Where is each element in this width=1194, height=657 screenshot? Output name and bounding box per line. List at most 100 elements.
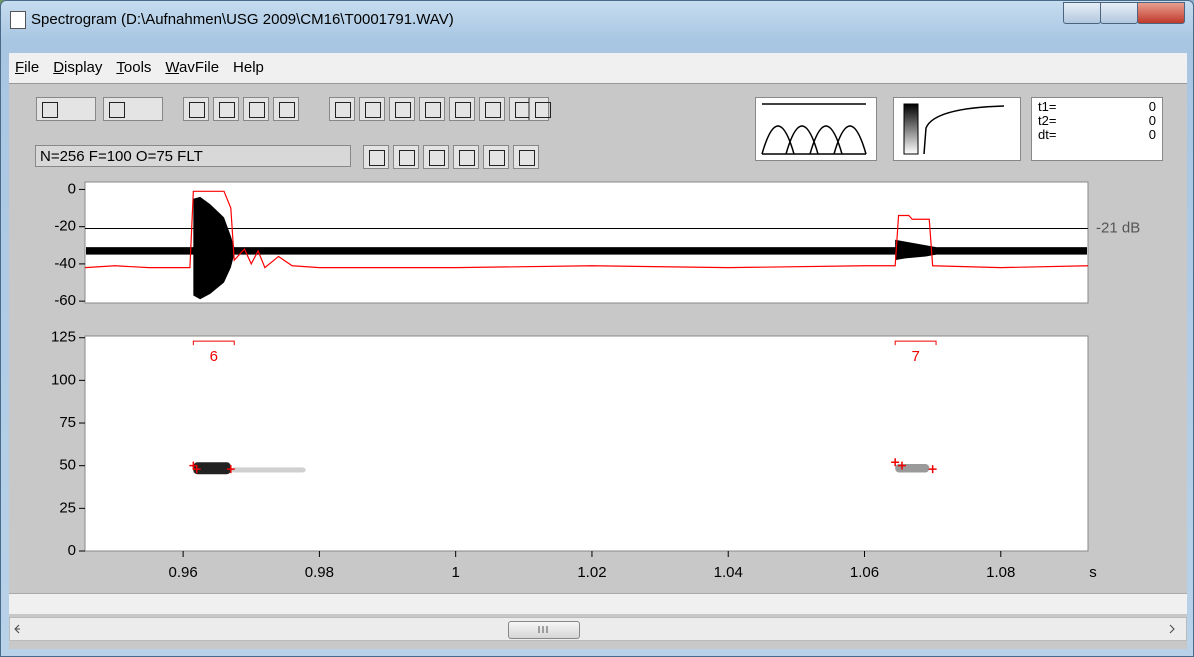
minimize-button[interactable] [1063, 2, 1101, 24]
tool-button[interactable] [183, 97, 209, 121]
tool-button[interactable] [449, 97, 475, 121]
burst [895, 239, 937, 261]
horizontal-scrollbar[interactable] [9, 617, 1187, 641]
tool-button[interactable] [529, 97, 551, 121]
x-tick-label: 0.96 [169, 564, 198, 581]
menu-item[interactable]: Help [233, 59, 264, 76]
settings-field: N=256 F=100 O=75 FLT [35, 145, 351, 167]
tool-button[interactable] [513, 145, 539, 169]
cursor-row: t1= 0 [1038, 100, 1156, 114]
maximize-button[interactable] [1100, 2, 1138, 24]
tool-button[interactable] [243, 97, 269, 121]
x-unit: s [1089, 564, 1097, 581]
cross-marker [192, 465, 201, 474]
detection-bracket [894, 340, 937, 346]
tool-icon [399, 150, 415, 166]
y-tick-label: 50 [59, 457, 76, 474]
energy-line [84, 190, 1089, 269]
cursor-row: dt= 0 [1038, 128, 1156, 142]
tool-button[interactable] [363, 145, 389, 169]
spectrogram-panel [84, 335, 1089, 552]
tool-button[interactable] [213, 97, 239, 121]
cursor-value: 0 [1148, 113, 1156, 128]
cursor-value: 0 [1148, 127, 1156, 142]
menu-item[interactable]: Display [53, 59, 103, 76]
status-bar [9, 593, 1187, 614]
x-tick-label: 1.06 [850, 564, 879, 581]
tool-icon [369, 150, 385, 166]
tool-button[interactable] [273, 97, 299, 121]
cursor-readout: t1= 0 t2= 0 dt= 0 [1031, 97, 1163, 161]
tool-icon [335, 102, 351, 118]
window-buttons [1063, 2, 1185, 24]
threshold-label: -21 dB [1096, 220, 1140, 237]
spectral-blob [230, 467, 306, 473]
cursor-label: t1= [1038, 99, 1057, 114]
grip [538, 626, 548, 633]
tool-icon [189, 102, 205, 118]
cross-marker [928, 465, 937, 474]
client-area: File Display Tools WavFile Help N=256 F=100 … [9, 53, 1187, 649]
window-function-button[interactable] [755, 97, 877, 161]
menu-item[interactable]: WavFile [165, 59, 220, 76]
tool-icon [535, 102, 551, 118]
tool-button[interactable] [329, 97, 355, 121]
spectral-blob [193, 462, 231, 475]
tool-icon [365, 102, 381, 118]
cross-marker [897, 461, 906, 470]
tool-icon [519, 150, 535, 166]
tool-icon [279, 102, 295, 118]
cross-marker [226, 465, 235, 474]
detection-label: 7 [911, 348, 919, 365]
tool-icon [489, 150, 505, 166]
contrast-button[interactable] [893, 97, 1021, 161]
cursor-row: t2= 0 [1038, 114, 1156, 128]
tool-icon [219, 102, 235, 118]
tool-icon [429, 150, 445, 166]
tool-button[interactable] [103, 97, 163, 121]
tool-button[interactable] [483, 145, 509, 169]
tool-button[interactable] [509, 97, 531, 121]
tool-button[interactable] [423, 145, 449, 169]
tool-icon [249, 102, 265, 118]
tool-icon [425, 102, 441, 118]
x-tick-label: 1.08 [986, 564, 1015, 581]
tool-button[interactable] [453, 145, 479, 169]
tool-button[interactable] [389, 97, 415, 121]
y-tick-label: 125 [51, 329, 76, 346]
cursor-label: dt= [1038, 127, 1057, 142]
tool-button[interactable] [479, 97, 505, 121]
x-tick-label: 1.02 [577, 564, 606, 581]
tool-icon [485, 102, 501, 118]
app-icon [10, 11, 26, 29]
cross-marker [891, 458, 900, 467]
x-tick-label: 1 [452, 564, 460, 581]
y-tick-label: -60 [54, 292, 76, 309]
menu-item[interactable]: Tools [116, 59, 152, 76]
waveform-panel [84, 181, 1089, 304]
tool-button[interactable] [359, 97, 385, 121]
contrast-icon [903, 103, 1005, 155]
separator [9, 83, 1187, 84]
y-tick-label: -40 [54, 255, 76, 272]
window-icon [761, 103, 867, 155]
detection-bracket [192, 340, 235, 346]
tool-button[interactable] [419, 97, 445, 121]
tool-button[interactable] [36, 97, 96, 121]
tool-icon [395, 102, 411, 118]
tool-button[interactable] [393, 145, 419, 169]
scroll-thumb[interactable] [508, 621, 580, 639]
menu-item[interactable]: File [15, 59, 40, 76]
y-tick-label: 100 [51, 371, 76, 388]
y-tick-label: -20 [54, 218, 76, 235]
menu-bar: File Display Tools WavFile Help [9, 53, 1187, 83]
tool-icon [459, 150, 475, 166]
close-button[interactable] [1137, 2, 1185, 24]
x-tick-label: 1.04 [714, 564, 743, 581]
detection-label: 6 [210, 348, 218, 365]
y-tick-label: 25 [59, 499, 76, 516]
y-tick-label: 0 [68, 181, 76, 197]
scroll-arrows [14, 624, 1175, 634]
